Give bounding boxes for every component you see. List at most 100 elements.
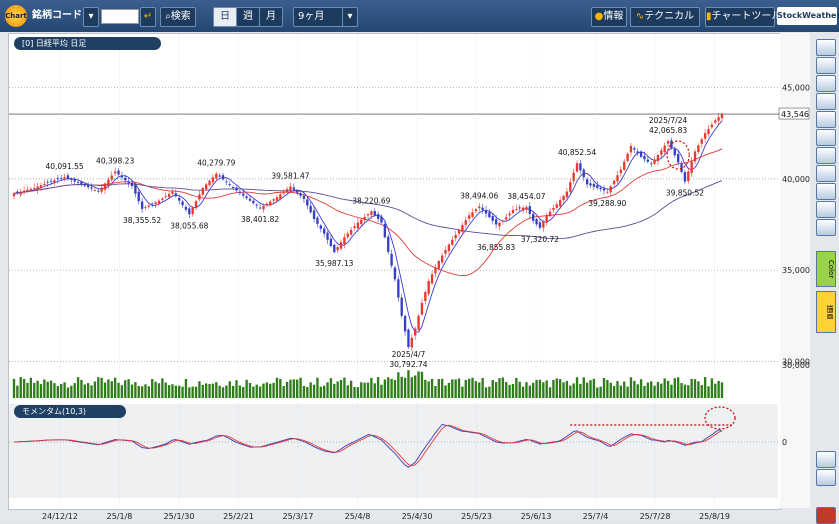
- candle-body: [363, 216, 366, 220]
- volume-bar: [279, 378, 282, 398]
- period-day-button[interactable]: 日: [213, 7, 237, 27]
- date-tick-label: 25/3/17: [283, 512, 314, 521]
- technical-button[interactable]: ∿テクニカル: [630, 7, 700, 27]
- arrow-tool-button[interactable]: [816, 93, 836, 110]
- magnify-tool-button[interactable]: [816, 129, 836, 146]
- volume-bar: [437, 379, 440, 398]
- candle-body: [269, 201, 272, 206]
- volume-bar: [292, 379, 296, 398]
- info-button[interactable]: ●情報: [591, 7, 627, 27]
- candles-layer: [12, 112, 724, 352]
- candle-body: [488, 212, 491, 218]
- candle-body: [393, 267, 397, 280]
- volume-bar: [717, 380, 720, 398]
- zoom-out-button[interactable]: [816, 469, 836, 486]
- volume-bar: [609, 382, 612, 398]
- volume-bar: [245, 379, 248, 398]
- grid-layer: 30,000 35,000 40,000 45,000 43,546 30,000 0 24/…: [9, 34, 810, 521]
- candle-body: [592, 183, 596, 187]
- volume-bar: [262, 383, 265, 398]
- code-input[interactable]: [101, 9, 139, 24]
- volume-bar: [336, 381, 339, 398]
- volume-bar: [579, 383, 582, 398]
- search-button[interactable]: ⌕検索: [160, 7, 196, 27]
- candle-body: [464, 220, 467, 225]
- zoom-in-button[interactable]: [816, 451, 836, 468]
- candle-body: [80, 181, 83, 185]
- volume-bar: [393, 379, 397, 398]
- volume-bar: [353, 387, 356, 398]
- candle-body: [596, 185, 599, 188]
- volume-layer: [12, 370, 724, 398]
- enter-button[interactable]: ↵: [140, 7, 156, 27]
- volume-bar: [488, 386, 491, 398]
- volume-bar: [461, 386, 464, 398]
- candle-body: [548, 211, 552, 217]
- volume-bar: [204, 383, 208, 398]
- volume-bar: [575, 377, 579, 398]
- candle-body: [717, 117, 720, 121]
- candle-body: [370, 211, 373, 215]
- candle-body: [673, 149, 676, 156]
- volume-bar: [43, 379, 46, 398]
- candle-body: [306, 199, 309, 206]
- color-button[interactable]: Color: [816, 251, 836, 287]
- volume-bar: [346, 385, 349, 398]
- candle-body: [353, 226, 356, 229]
- volume-bar: [515, 377, 518, 398]
- period-month-button[interactable]: 月: [259, 7, 283, 27]
- range-dropdown[interactable]: ▾: [342, 7, 358, 27]
- candle-body: [373, 210, 376, 216]
- pencil-tool-button[interactable]: [816, 57, 836, 74]
- cursor-tool-button[interactable]: [816, 39, 836, 56]
- info-label: 情報: [603, 11, 624, 22]
- trendline-tool-button[interactable]: [816, 75, 836, 92]
- code-history-dropdown[interactable]: ▾: [83, 7, 99, 27]
- paint-tool-button[interactable]: [816, 183, 836, 200]
- candle-body: [171, 191, 174, 194]
- volume-bar: [363, 382, 366, 398]
- date-tick-label: 25/1/8: [107, 512, 133, 521]
- volume-bar: [211, 383, 215, 398]
- draw-button[interactable]: 描画: [816, 291, 836, 333]
- price-point-label: 35,987.13: [315, 259, 353, 268]
- candle-body: [113, 171, 117, 174]
- eraser-tool-button[interactable]: [816, 201, 836, 218]
- candle-body: [467, 215, 471, 219]
- candle-body: [63, 177, 66, 179]
- candle-body: [720, 114, 724, 119]
- moving-average-layer: [13, 120, 723, 333]
- volume-bar: [225, 385, 228, 398]
- charttool-button[interactable]: ▮チャートツール: [705, 7, 781, 27]
- volume-bar: [376, 377, 380, 398]
- momentum-layer: [13, 424, 723, 468]
- candle-body: [100, 187, 103, 192]
- volume-bar: [26, 382, 29, 398]
- volume-bar: [134, 382, 137, 398]
- candle-body: [93, 190, 97, 191]
- close-panel-button[interactable]: [816, 507, 836, 524]
- volume-bar: [525, 382, 528, 398]
- candle-body: [629, 145, 633, 153]
- candle-body: [296, 191, 299, 193]
- price-point-label: 37,320.72: [521, 235, 559, 244]
- volume-bar: [228, 381, 231, 398]
- grid-tool-button[interactable]: [816, 165, 836, 182]
- fibonacci-tool-button[interactable]: [816, 147, 836, 164]
- volume-bar: [157, 383, 161, 398]
- text-tool-button[interactable]: [816, 219, 836, 236]
- candle-body: [703, 133, 707, 139]
- candle-body: [144, 207, 147, 209]
- volume-bar: [440, 378, 444, 398]
- date-tick-label: 25/6/13: [521, 512, 552, 521]
- volume-bar: [703, 377, 707, 398]
- price-point-label: 39,850.52: [666, 189, 704, 198]
- candle-body: [518, 207, 521, 209]
- price-pane-label: [0] 日経平均 日足: [14, 37, 161, 50]
- candle-body: [650, 163, 653, 165]
- candle-body: [120, 175, 124, 178]
- volume-bar: [235, 380, 238, 398]
- volume-bar: [643, 385, 646, 398]
- vertical-tool-button[interactable]: [816, 111, 836, 128]
- volume-bar: [167, 385, 171, 398]
